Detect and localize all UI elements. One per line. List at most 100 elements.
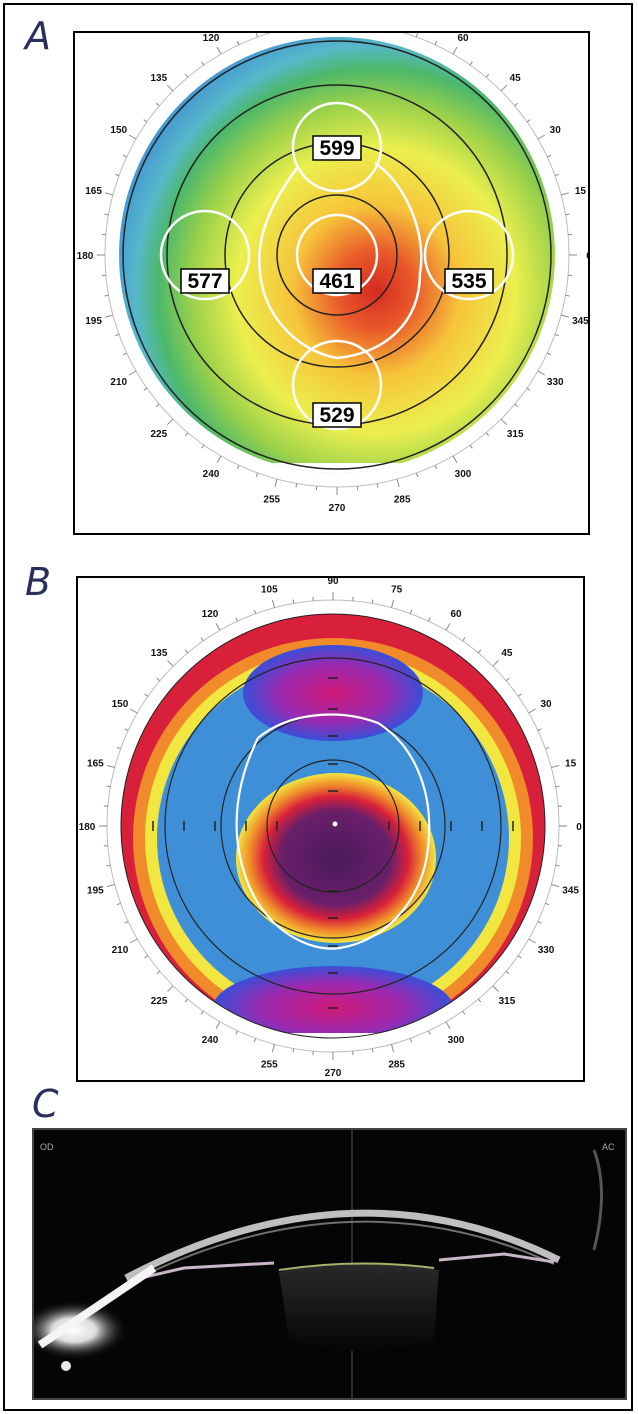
angle-label: 0 (576, 822, 582, 833)
angle-label: 345 (572, 316, 588, 327)
angle-label: 60 (450, 609, 462, 620)
angle-label: 330 (547, 377, 564, 388)
degree-tick (528, 708, 536, 714)
degree-tick (235, 1030, 238, 1035)
degree-tick (104, 294, 109, 297)
degree-tick (547, 352, 552, 356)
angle-label: 345 (562, 886, 579, 897)
degree-tick (555, 785, 560, 788)
degree-tick (452, 455, 458, 464)
degree-tick (526, 119, 531, 123)
angle-label: 150 (110, 125, 127, 136)
degree-tick (253, 609, 257, 614)
angle-label: 90 (327, 578, 339, 587)
degree-tick (156, 677, 161, 682)
degree-tick (106, 785, 111, 788)
degree-tick (143, 119, 148, 123)
angle-label: 315 (507, 429, 524, 440)
degree-tick (166, 84, 174, 92)
degree-tick (155, 403, 160, 408)
degree-tick (184, 432, 189, 437)
degree-tick (115, 333, 120, 337)
angle-label: 315 (499, 996, 516, 1007)
degree-tick (505, 970, 510, 975)
degree-tick (144, 955, 149, 959)
degree-tick (236, 40, 240, 45)
degree-tick (122, 352, 127, 356)
angle-label: 255 (263, 494, 280, 505)
degree-tick (500, 418, 508, 426)
anterior-segment-svg: OD AC (34, 1130, 625, 1398)
degree-tick (526, 387, 531, 391)
degree-tick (469, 61, 473, 66)
degree-tick (292, 599, 295, 604)
panel-a-letter: A (25, 14, 51, 58)
degree-tick (106, 884, 115, 888)
degree-tick (167, 660, 174, 667)
angle-label: 240 (202, 1035, 219, 1046)
angle-label: 30 (540, 699, 552, 710)
angle-label: 240 (203, 469, 220, 480)
angle-label: 60 (457, 33, 469, 44)
degree-tick (216, 46, 222, 55)
panel-c-letter: C (32, 1082, 59, 1126)
degree-tick (462, 637, 466, 642)
degree-tick (517, 955, 522, 959)
angle-label: 135 (151, 648, 168, 659)
zone-temporal-value: 535 (451, 270, 486, 293)
angle-label: 165 (87, 758, 104, 769)
degree-tick (477, 649, 482, 654)
degree-tick (514, 403, 519, 408)
panel-c-scheimpflug-image: OD AC (32, 1128, 627, 1400)
angle-label: 330 (538, 945, 555, 956)
degree-tick (167, 985, 174, 992)
degree-tick (215, 623, 221, 631)
degree-tick (144, 693, 149, 697)
angle-label: 225 (150, 429, 167, 440)
angle-label: 255 (261, 1060, 278, 1071)
degree-tick (201, 61, 205, 66)
degree-tick (505, 677, 510, 682)
degree-tick (106, 764, 115, 768)
angle-label: 285 (394, 494, 411, 505)
degree-tick (128, 370, 137, 376)
degree-tick (255, 472, 259, 477)
degree-tick (391, 599, 395, 608)
degree-tick (537, 728, 542, 731)
degree-tick (565, 213, 570, 216)
degree-tick (128, 134, 137, 140)
degree-tick (462, 1010, 466, 1015)
degree-tick (201, 444, 205, 449)
degree-tick (428, 617, 431, 622)
degree-tick (537, 370, 546, 376)
degree-tick (528, 938, 536, 944)
degree-tick (409, 609, 413, 614)
degree-tick (445, 1021, 451, 1029)
degree-tick (409, 1038, 413, 1043)
degree-tick (116, 902, 121, 906)
degree-tick (184, 73, 189, 78)
degree-tick (492, 660, 499, 667)
angle-label: 270 (329, 503, 346, 514)
degree-tick (166, 418, 174, 426)
eye-side-label: OD (40, 1142, 54, 1152)
degree-tick (376, 483, 379, 488)
degree-tick (492, 985, 499, 992)
degree-tick (253, 1038, 257, 1043)
angle-label: 120 (202, 609, 219, 620)
degree-tick (396, 478, 400, 487)
degree-tick (554, 333, 559, 337)
thickness-map-svg: 599 577 461 535 529 90756045301503453303… (77, 33, 588, 514)
angle-label: 165 (85, 186, 102, 197)
zone-central: 461 (312, 268, 362, 294)
degree-tick (104, 213, 109, 216)
zone-temporal: 535 (444, 268, 494, 294)
figure-frame: A (3, 3, 633, 1411)
degree-tick (391, 1044, 395, 1053)
angle-label: 210 (112, 945, 129, 956)
degree-tick (560, 314, 569, 318)
degree-tick (155, 102, 160, 107)
zone-nasal-value: 577 (187, 270, 222, 293)
angle-label: 180 (79, 822, 96, 833)
degree-tick (415, 33, 419, 38)
